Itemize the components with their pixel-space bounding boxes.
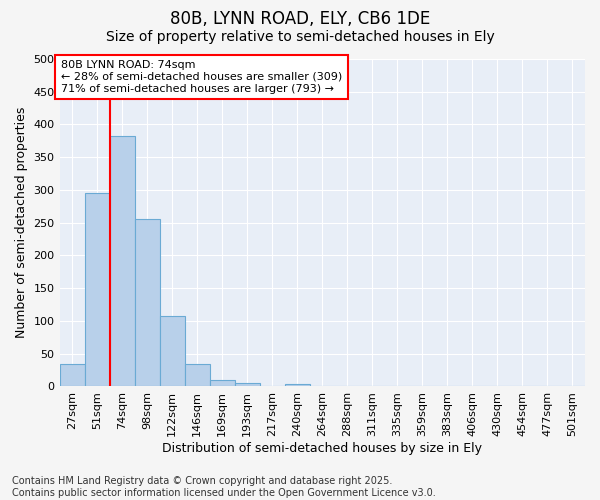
Text: Contains HM Land Registry data © Crown copyright and database right 2025.
Contai: Contains HM Land Registry data © Crown c… [12, 476, 436, 498]
Y-axis label: Number of semi-detached properties: Number of semi-detached properties [15, 107, 28, 338]
Text: 80B, LYNN ROAD, ELY, CB6 1DE: 80B, LYNN ROAD, ELY, CB6 1DE [170, 10, 430, 28]
Bar [185, 364, 209, 386]
Bar [235, 382, 260, 386]
X-axis label: Distribution of semi-detached houses by size in Ely: Distribution of semi-detached houses by … [162, 442, 482, 455]
Bar [59, 364, 85, 386]
Bar [110, 136, 134, 386]
Text: 80B LYNN ROAD: 74sqm
← 28% of semi-detached houses are smaller (309)
71% of semi: 80B LYNN ROAD: 74sqm ← 28% of semi-detac… [61, 60, 342, 94]
Bar [134, 220, 160, 386]
Text: Size of property relative to semi-detached houses in Ely: Size of property relative to semi-detach… [106, 30, 494, 44]
Bar [285, 384, 310, 386]
Bar [85, 194, 110, 386]
Bar [209, 380, 235, 386]
Bar [160, 316, 185, 386]
